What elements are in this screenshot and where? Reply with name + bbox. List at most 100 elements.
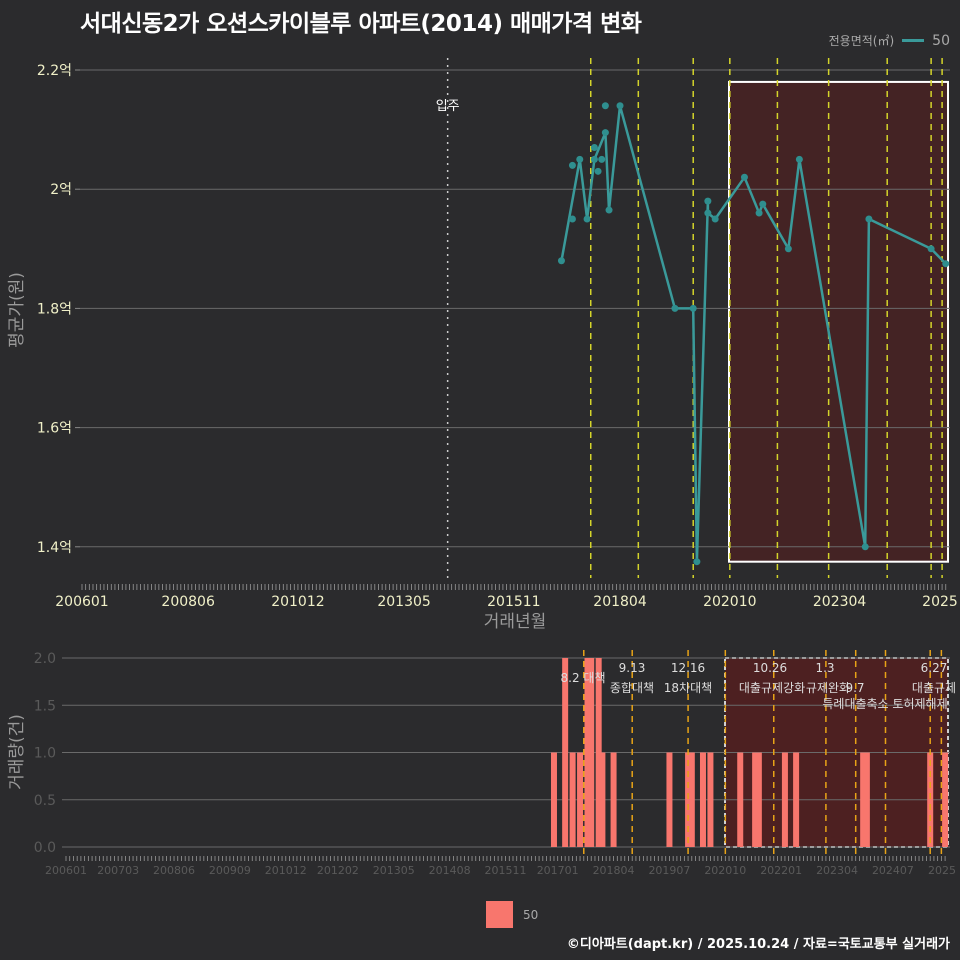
data-point[interactable] — [605, 206, 613, 214]
volume-bar[interactable] — [588, 658, 595, 847]
data-point[interactable] — [601, 129, 609, 137]
policy-label: 규제완화 — [806, 681, 850, 695]
data-point[interactable] — [861, 543, 869, 551]
highlight-region — [724, 657, 949, 848]
legend-bar-swatch — [486, 901, 513, 928]
data-point[interactable] — [755, 209, 763, 217]
footer-credit: ©디아파트(dapt.kr) / 2025.10.24 / 자료=국토교통부 실… — [566, 937, 950, 952]
policy-label: 8.2 대책 — [561, 670, 606, 685]
price-line — [560, 105, 947, 562]
policy-label: 특례대출축소 토허제해제 — [822, 697, 947, 711]
x-tick-label: 201202 — [317, 864, 359, 877]
volume-bar[interactable] — [752, 752, 759, 848]
data-point[interactable] — [590, 143, 598, 151]
policy-label: 대출규제 — [912, 681, 956, 695]
data-point[interactable] — [942, 260, 950, 268]
x-tick-label: 2025 — [928, 864, 956, 877]
volume-bar[interactable] — [688, 752, 695, 848]
data-point[interactable] — [568, 161, 576, 169]
x-tick-label: 201408 — [429, 864, 471, 877]
data-point[interactable] — [568, 215, 576, 223]
y-axis-title: 거래량(건) — [7, 714, 27, 790]
data-point[interactable] — [671, 304, 679, 312]
data-point[interactable] — [590, 155, 598, 163]
legend-bar-label: 50 — [523, 907, 539, 922]
data-point[interactable] — [594, 167, 602, 175]
x-tick-label: 201305 — [377, 594, 430, 610]
highlight-region — [728, 80, 949, 563]
volume-bar[interactable] — [793, 752, 800, 848]
policy-label: 종합대책 — [610, 680, 654, 695]
x-tick-label: 200909 — [209, 864, 251, 877]
data-point[interactable] — [704, 197, 712, 205]
data-point[interactable] — [865, 215, 873, 223]
x-tick-label: 200601 — [55, 594, 108, 610]
data-point[interactable] — [927, 245, 935, 253]
x-tick-label: 201305 — [373, 864, 415, 877]
volume-bar[interactable] — [550, 752, 557, 848]
y-axis-title: 평균가(원) — [7, 272, 27, 348]
price-line-chart: 2.2억 2억 1.8억 1.6억 1.4억 입주 200601 200806 201012 20… — [7, 58, 958, 632]
legend-line-swatch — [902, 39, 925, 42]
y-tick-label: 2억 — [50, 182, 72, 198]
volume-bar[interactable] — [584, 658, 591, 847]
volume-bar[interactable] — [863, 752, 870, 848]
x-tick-label: 202407 — [872, 864, 914, 877]
volume-bar[interactable] — [595, 658, 602, 847]
legend-label: 전용면적(㎡) — [828, 34, 895, 48]
volume-bar[interactable] — [666, 752, 673, 848]
chart-title: 서대신동2가 오션스카이블루 아파트(2014) 매매가격 변화 — [80, 11, 642, 37]
volume-bar[interactable] — [577, 752, 584, 848]
x-axis-title: 거래년월 — [484, 612, 547, 632]
data-point[interactable] — [598, 155, 606, 163]
x-tick-label: 201511 — [487, 594, 540, 610]
x-tick-label: 200806 — [153, 864, 195, 877]
y-tick-label: 1.6억 — [37, 421, 72, 437]
move-in-label: 입주 — [436, 99, 460, 114]
policy-label: 10.26 — [753, 661, 787, 675]
data-point[interactable] — [759, 200, 767, 208]
volume-bar[interactable] — [599, 752, 606, 848]
data-point[interactable] — [557, 257, 565, 265]
policy-label: 9.7 — [845, 681, 864, 695]
y-tick-label: 2.2억 — [37, 63, 72, 79]
volume-bar[interactable] — [942, 752, 949, 848]
data-point[interactable] — [616, 102, 624, 110]
volume-bar[interactable] — [610, 752, 617, 848]
legend-bottom: 50 — [486, 901, 538, 928]
y-tick-label: 0.5 — [34, 793, 56, 809]
x-tick-label: 2025 — [922, 594, 958, 610]
y-tick-label: 1.0 — [34, 746, 56, 762]
policy-label: 9.13 — [619, 661, 646, 675]
data-point[interactable] — [711, 215, 719, 223]
volume-bar[interactable] — [860, 752, 867, 848]
x-tick-label: 202304 — [816, 864, 858, 877]
volume-bar[interactable] — [781, 752, 788, 848]
legend-top: 전용면적(㎡) 50 — [829, 32, 950, 49]
data-point[interactable] — [704, 209, 712, 217]
volume-bar[interactable] — [755, 752, 762, 848]
volume-bar[interactable] — [707, 752, 714, 848]
data-point[interactable] — [693, 558, 701, 566]
x-tick-label: 202201 — [760, 864, 802, 877]
volume-bar[interactable] — [699, 752, 706, 848]
data-point[interactable] — [784, 245, 792, 253]
policy-label: 18차대책 — [664, 680, 712, 695]
x-tick-label: 200601 — [45, 864, 87, 877]
x-tick-label: 201012 — [271, 594, 324, 610]
data-point[interactable] — [583, 215, 591, 223]
data-point[interactable] — [689, 304, 697, 312]
volume-bar[interactable] — [685, 752, 692, 848]
data-point[interactable] — [576, 155, 584, 163]
volume-bar[interactable] — [569, 752, 576, 848]
y-tick-label: 1.8억 — [37, 301, 72, 317]
legend-series-label: 50 — [932, 32, 950, 49]
volume-bar[interactable] — [737, 752, 744, 848]
y-tick-label: 2.0 — [34, 651, 56, 667]
policy-label: 6.27 — [921, 661, 948, 675]
data-point[interactable] — [740, 173, 748, 181]
volume-bar[interactable] — [927, 752, 934, 848]
data-point[interactable] — [795, 155, 803, 163]
volume-bar[interactable] — [562, 658, 569, 847]
data-point[interactable] — [601, 102, 609, 110]
